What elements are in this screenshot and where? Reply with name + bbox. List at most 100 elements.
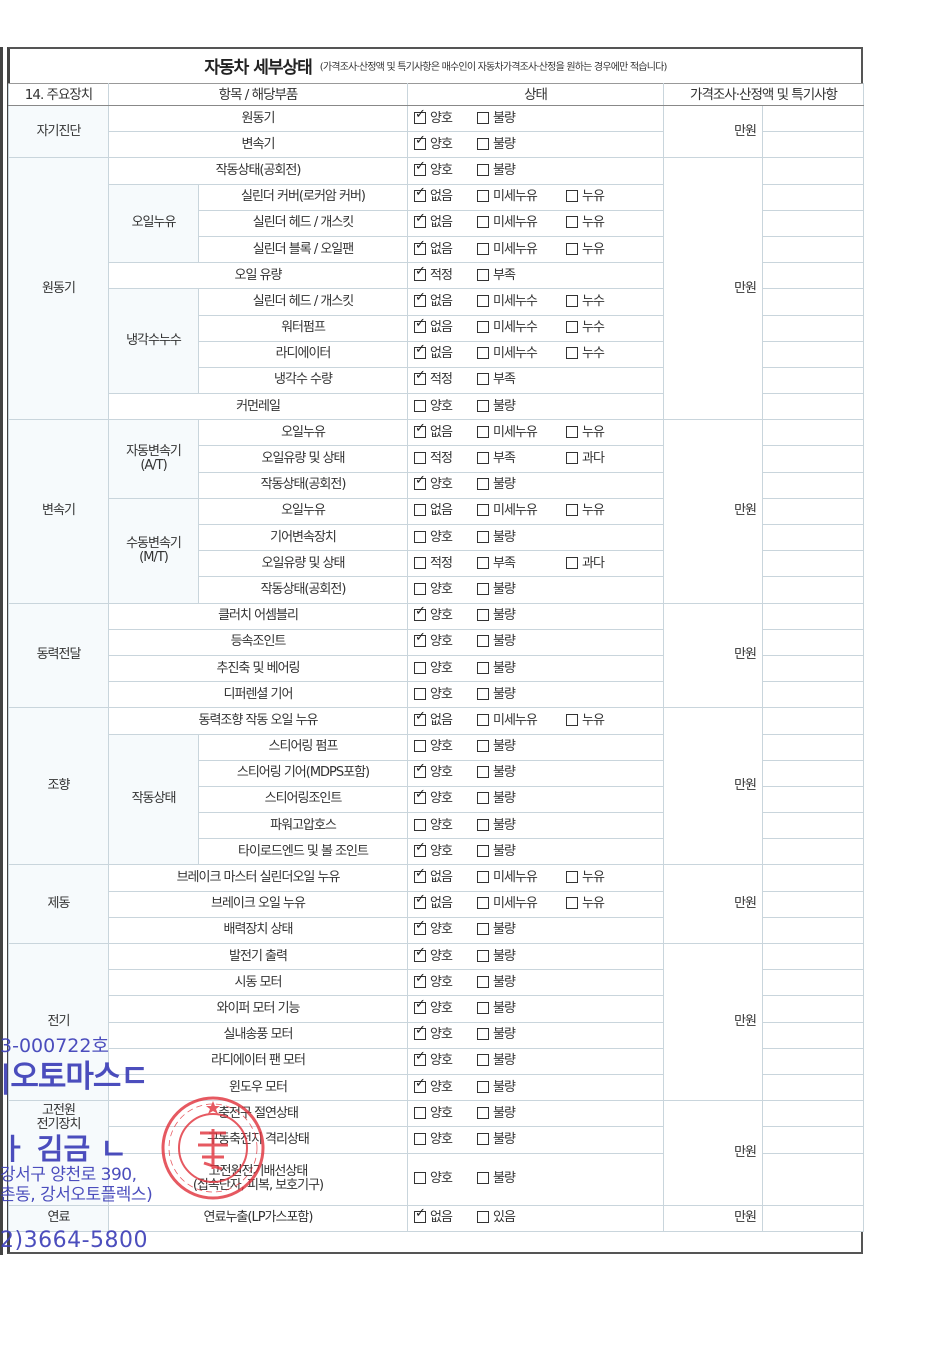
status-option[interactable]: 누유 — [566, 871, 655, 885]
status-option[interactable]: 불량 — [477, 163, 566, 178]
status-option[interactable]: 불량 — [477, 792, 566, 806]
checked-checkbox-icon[interactable] — [414, 762, 426, 779]
checkbox-icon[interactable] — [414, 661, 426, 674]
status-option[interactable]: 미세누유 — [477, 425, 566, 440]
status-option[interactable]: 불량 — [477, 530, 566, 545]
checkbox-icon[interactable] — [566, 504, 578, 517]
checked-checkbox-icon[interactable] — [414, 1207, 426, 1224]
notes-cell[interactable] — [761, 864, 865, 892]
checked-checkbox-icon[interactable] — [414, 710, 426, 726]
checkbox-icon[interactable] — [477, 792, 489, 805]
notes-cell[interactable] — [761, 576, 865, 604]
notes-cell[interactable] — [761, 602, 865, 630]
checked-checkbox-icon[interactable] — [414, 605, 426, 622]
checkbox-icon[interactable] — [477, 687, 489, 700]
notes-cell[interactable] — [761, 1204, 865, 1233]
status-option[interactable]: 불량 — [477, 740, 566, 754]
checkbox-icon[interactable] — [414, 1172, 426, 1185]
status-option[interactable]: 불량 — [477, 399, 566, 414]
checkbox-icon[interactable] — [566, 452, 578, 465]
status-option[interactable]: 불량 — [477, 766, 566, 780]
status-option[interactable]: 누유 — [566, 897, 655, 911]
status-option[interactable]: 미세누유 — [477, 897, 566, 911]
checkbox-icon[interactable] — [477, 321, 489, 334]
checkbox-icon[interactable] — [477, 530, 489, 543]
status-option[interactable]: 불량 — [477, 1172, 566, 1186]
status-option[interactable]: 없음 — [414, 504, 477, 518]
notes-cell[interactable] — [761, 995, 865, 1023]
status-option[interactable]: 불량 — [477, 687, 566, 702]
status-option[interactable]: 불량 — [477, 949, 566, 964]
checked-checkbox-icon[interactable] — [414, 1024, 426, 1041]
status-option[interactable]: 미세누유 — [477, 190, 566, 204]
checkbox-icon[interactable] — [477, 452, 489, 465]
checkbox-icon[interactable] — [477, 949, 489, 962]
checked-checkbox-icon[interactable] — [414, 291, 426, 307]
status-option[interactable]: 양호 — [414, 762, 477, 780]
checkbox-icon[interactable] — [477, 399, 489, 412]
checkbox-icon[interactable] — [566, 294, 578, 307]
notes-cell[interactable] — [761, 785, 865, 814]
status-option[interactable]: 누유 — [566, 713, 655, 728]
status-option[interactable]: 누유 — [566, 504, 655, 518]
checkbox-icon[interactable] — [477, 740, 489, 753]
status-option[interactable]: 양호 — [414, 818, 477, 833]
checkbox-icon[interactable] — [477, 1132, 489, 1145]
status-option[interactable]: 불량 — [477, 1001, 566, 1016]
checked-checkbox-icon[interactable] — [414, 1077, 426, 1093]
checkbox-icon[interactable] — [414, 582, 426, 595]
notes-cell[interactable] — [761, 262, 865, 290]
notes-cell[interactable] — [761, 104, 865, 133]
status-option[interactable]: 없음 — [414, 317, 477, 335]
status-option[interactable]: 불량 — [477, 1132, 566, 1147]
notes-cell[interactable] — [761, 366, 865, 395]
status-option[interactable]: 부족 — [477, 373, 566, 387]
status-option[interactable]: 양호 — [414, 1106, 477, 1121]
notes-cell[interactable] — [761, 235, 865, 264]
checkbox-icon[interactable] — [566, 347, 578, 360]
checkbox-icon[interactable] — [477, 478, 489, 491]
notes-cell[interactable] — [761, 393, 865, 421]
notes-cell[interactable] — [761, 1126, 865, 1154]
status-option[interactable]: 양호 — [414, 474, 477, 492]
status-option[interactable]: 양호 — [414, 972, 477, 990]
status-option[interactable]: 적정 — [414, 369, 477, 387]
status-option[interactable]: 미세누유 — [477, 504, 566, 518]
status-option[interactable]: 양호 — [414, 946, 477, 964]
checkbox-icon[interactable] — [414, 687, 426, 700]
checked-checkbox-icon[interactable] — [414, 160, 426, 176]
status-option[interactable]: 양호 — [414, 687, 477, 702]
status-option[interactable]: 불량 — [477, 137, 566, 152]
status-option[interactable]: 양호 — [414, 919, 477, 937]
status-option[interactable]: 양호 — [414, 740, 477, 754]
checkbox-icon[interactable] — [477, 294, 489, 307]
checkbox-icon[interactable] — [477, 163, 489, 176]
status-option[interactable]: 적정 — [414, 265, 477, 283]
checkbox-icon[interactable] — [477, 268, 489, 281]
status-option[interactable]: 부족 — [477, 452, 566, 466]
checked-checkbox-icon[interactable] — [414, 343, 426, 360]
checkbox-icon[interactable] — [414, 452, 426, 465]
notes-cell[interactable] — [761, 209, 865, 237]
checked-checkbox-icon[interactable] — [414, 788, 426, 805]
status-option[interactable]: 양호 — [414, 160, 477, 178]
status-option[interactable]: 없음 — [414, 1207, 477, 1225]
status-option[interactable]: 불량 — [477, 818, 566, 833]
notes-cell[interactable] — [761, 1047, 865, 1075]
checked-checkbox-icon[interactable] — [414, 631, 426, 648]
status-option[interactable]: 미세누유 — [477, 871, 566, 885]
notes-cell[interactable] — [761, 890, 865, 918]
checkbox-icon[interactable] — [477, 1001, 489, 1014]
status-option[interactable]: 없음 — [414, 422, 477, 440]
notes-cell[interactable] — [761, 838, 865, 866]
checked-checkbox-icon[interactable] — [414, 474, 426, 491]
status-option[interactable]: 양호 — [414, 134, 477, 152]
status-option[interactable]: 없음 — [414, 710, 477, 728]
notes-cell[interactable] — [761, 916, 865, 945]
checkbox-icon[interactable] — [477, 1028, 489, 1041]
status-option[interactable]: 양호 — [414, 530, 477, 545]
notes-cell[interactable] — [761, 314, 865, 342]
checkbox-icon[interactable] — [477, 137, 489, 150]
notes-cell[interactable] — [761, 419, 865, 447]
status-option[interactable]: 누유 — [566, 242, 655, 257]
